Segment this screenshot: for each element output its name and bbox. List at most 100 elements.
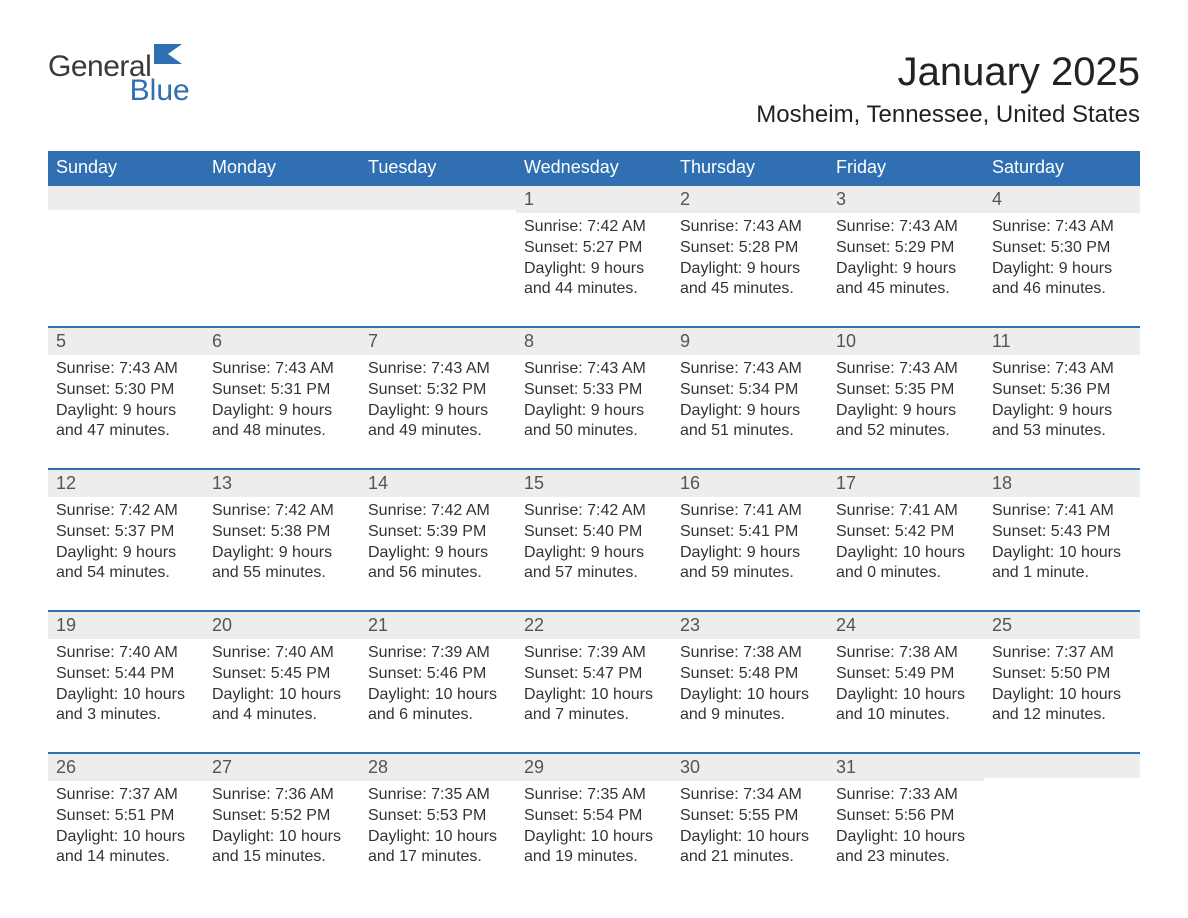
daylight-line: Daylight: 10 hours and 6 minutes. <box>368 685 508 727</box>
sunset-line: Sunset: 5:49 PM <box>836 664 976 685</box>
day-body: Sunrise: 7:34 AMSunset: 5:55 PMDaylight:… <box>672 781 828 868</box>
calendar-cell: 15Sunrise: 7:42 AMSunset: 5:40 PMDayligh… <box>516 468 672 610</box>
sunset-line: Sunset: 5:31 PM <box>212 380 352 401</box>
daylight-line: Daylight: 10 hours and 12 minutes. <box>992 685 1132 727</box>
sunset-line: Sunset: 5:34 PM <box>680 380 820 401</box>
sunset-line: Sunset: 5:43 PM <box>992 522 1132 543</box>
calendar-cell: 25Sunrise: 7:37 AMSunset: 5:50 PMDayligh… <box>984 610 1140 752</box>
sunrise-line: Sunrise: 7:43 AM <box>680 359 820 380</box>
calendar-cell: 22Sunrise: 7:39 AMSunset: 5:47 PMDayligh… <box>516 610 672 752</box>
logo-flag-icon <box>154 53 188 70</box>
daylight-line: Daylight: 9 hours and 56 minutes. <box>368 543 508 585</box>
weekday-header: Friday <box>828 151 984 184</box>
daynum-empty <box>48 184 204 210</box>
day-body: Sunrise: 7:41 AMSunset: 5:42 PMDaylight:… <box>828 497 984 584</box>
weekday-header: Thursday <box>672 151 828 184</box>
sunset-line: Sunset: 5:50 PM <box>992 664 1132 685</box>
calendar-cell: 26Sunrise: 7:37 AMSunset: 5:51 PMDayligh… <box>48 752 204 894</box>
sunrise-line: Sunrise: 7:40 AM <box>212 643 352 664</box>
sunset-line: Sunset: 5:30 PM <box>992 238 1132 259</box>
sunrise-line: Sunrise: 7:39 AM <box>368 643 508 664</box>
calendar-cell: 2Sunrise: 7:43 AMSunset: 5:28 PMDaylight… <box>672 184 828 326</box>
day-number: 15 <box>516 468 672 497</box>
sunrise-line: Sunrise: 7:41 AM <box>836 501 976 522</box>
sunset-line: Sunset: 5:48 PM <box>680 664 820 685</box>
sunset-line: Sunset: 5:27 PM <box>524 238 664 259</box>
sunset-line: Sunset: 5:33 PM <box>524 380 664 401</box>
sunrise-line: Sunrise: 7:41 AM <box>680 501 820 522</box>
weekday-header: Tuesday <box>360 151 516 184</box>
day-number: 12 <box>48 468 204 497</box>
sunrise-line: Sunrise: 7:33 AM <box>836 785 976 806</box>
calendar-cell: 30Sunrise: 7:34 AMSunset: 5:55 PMDayligh… <box>672 752 828 894</box>
daylight-line: Daylight: 9 hours and 53 minutes. <box>992 401 1132 443</box>
sunset-line: Sunset: 5:45 PM <box>212 664 352 685</box>
day-body: Sunrise: 7:35 AMSunset: 5:53 PMDaylight:… <box>360 781 516 868</box>
sunset-line: Sunset: 5:39 PM <box>368 522 508 543</box>
calendar-cell: 3Sunrise: 7:43 AMSunset: 5:29 PMDaylight… <box>828 184 984 326</box>
sunrise-line: Sunrise: 7:35 AM <box>524 785 664 806</box>
sunrise-line: Sunrise: 7:42 AM <box>212 501 352 522</box>
day-number: 24 <box>828 610 984 639</box>
weekday-header: Saturday <box>984 151 1140 184</box>
daylight-line: Daylight: 9 hours and 48 minutes. <box>212 401 352 443</box>
day-body: Sunrise: 7:43 AMSunset: 5:36 PMDaylight:… <box>984 355 1140 442</box>
sunset-line: Sunset: 5:36 PM <box>992 380 1132 401</box>
sunset-line: Sunset: 5:55 PM <box>680 806 820 827</box>
sunset-line: Sunset: 5:40 PM <box>524 522 664 543</box>
day-body: Sunrise: 7:42 AMSunset: 5:40 PMDaylight:… <box>516 497 672 584</box>
day-number: 27 <box>204 752 360 781</box>
day-number: 28 <box>360 752 516 781</box>
daylight-line: Daylight: 9 hours and 45 minutes. <box>680 259 820 301</box>
day-number: 29 <box>516 752 672 781</box>
sunrise-line: Sunrise: 7:43 AM <box>212 359 352 380</box>
calendar-week: 26Sunrise: 7:37 AMSunset: 5:51 PMDayligh… <box>48 752 1140 894</box>
sunrise-line: Sunrise: 7:41 AM <box>992 501 1132 522</box>
daylight-line: Daylight: 9 hours and 50 minutes. <box>524 401 664 443</box>
day-number: 11 <box>984 326 1140 355</box>
day-number: 4 <box>984 184 1140 213</box>
calendar-cell: 31Sunrise: 7:33 AMSunset: 5:56 PMDayligh… <box>828 752 984 894</box>
sunset-line: Sunset: 5:29 PM <box>836 238 976 259</box>
day-body: Sunrise: 7:41 AMSunset: 5:43 PMDaylight:… <box>984 497 1140 584</box>
calendar-cell: 8Sunrise: 7:43 AMSunset: 5:33 PMDaylight… <box>516 326 672 468</box>
calendar-cell <box>48 184 204 326</box>
sunset-line: Sunset: 5:51 PM <box>56 806 196 827</box>
sunrise-line: Sunrise: 7:42 AM <box>524 217 664 238</box>
day-number: 30 <box>672 752 828 781</box>
location: Mosheim, Tennessee, United States <box>756 101 1140 129</box>
day-body: Sunrise: 7:42 AMSunset: 5:37 PMDaylight:… <box>48 497 204 584</box>
daylight-line: Daylight: 9 hours and 54 minutes. <box>56 543 196 585</box>
calendar-cell: 4Sunrise: 7:43 AMSunset: 5:30 PMDaylight… <box>984 184 1140 326</box>
day-body: Sunrise: 7:43 AMSunset: 5:30 PMDaylight:… <box>984 213 1140 300</box>
calendar-cell: 29Sunrise: 7:35 AMSunset: 5:54 PMDayligh… <box>516 752 672 894</box>
day-body: Sunrise: 7:43 AMSunset: 5:32 PMDaylight:… <box>360 355 516 442</box>
day-body: Sunrise: 7:39 AMSunset: 5:46 PMDaylight:… <box>360 639 516 726</box>
calendar-cell: 19Sunrise: 7:40 AMSunset: 5:44 PMDayligh… <box>48 610 204 752</box>
day-number: 23 <box>672 610 828 639</box>
calendar-cell <box>984 752 1140 894</box>
calendar-table: SundayMondayTuesdayWednesdayThursdayFrid… <box>48 151 1140 894</box>
day-body: Sunrise: 7:42 AMSunset: 5:39 PMDaylight:… <box>360 497 516 584</box>
daylight-line: Daylight: 9 hours and 46 minutes. <box>992 259 1132 301</box>
day-number: 22 <box>516 610 672 639</box>
day-number: 14 <box>360 468 516 497</box>
day-number: 7 <box>360 326 516 355</box>
daylight-line: Daylight: 9 hours and 47 minutes. <box>56 401 196 443</box>
day-body: Sunrise: 7:43 AMSunset: 5:33 PMDaylight:… <box>516 355 672 442</box>
calendar-cell: 13Sunrise: 7:42 AMSunset: 5:38 PMDayligh… <box>204 468 360 610</box>
sunrise-line: Sunrise: 7:43 AM <box>524 359 664 380</box>
day-number: 21 <box>360 610 516 639</box>
day-number: 13 <box>204 468 360 497</box>
calendar-cell: 1Sunrise: 7:42 AMSunset: 5:27 PMDaylight… <box>516 184 672 326</box>
daynum-empty <box>984 752 1140 778</box>
day-body: Sunrise: 7:38 AMSunset: 5:49 PMDaylight:… <box>828 639 984 726</box>
sunset-line: Sunset: 5:28 PM <box>680 238 820 259</box>
calendar-cell: 6Sunrise: 7:43 AMSunset: 5:31 PMDaylight… <box>204 326 360 468</box>
calendar-week: 12Sunrise: 7:42 AMSunset: 5:37 PMDayligh… <box>48 468 1140 610</box>
day-body: Sunrise: 7:42 AMSunset: 5:38 PMDaylight:… <box>204 497 360 584</box>
day-body: Sunrise: 7:43 AMSunset: 5:35 PMDaylight:… <box>828 355 984 442</box>
sunrise-line: Sunrise: 7:43 AM <box>836 217 976 238</box>
sunset-line: Sunset: 5:44 PM <box>56 664 196 685</box>
day-body: Sunrise: 7:43 AMSunset: 5:31 PMDaylight:… <box>204 355 360 442</box>
